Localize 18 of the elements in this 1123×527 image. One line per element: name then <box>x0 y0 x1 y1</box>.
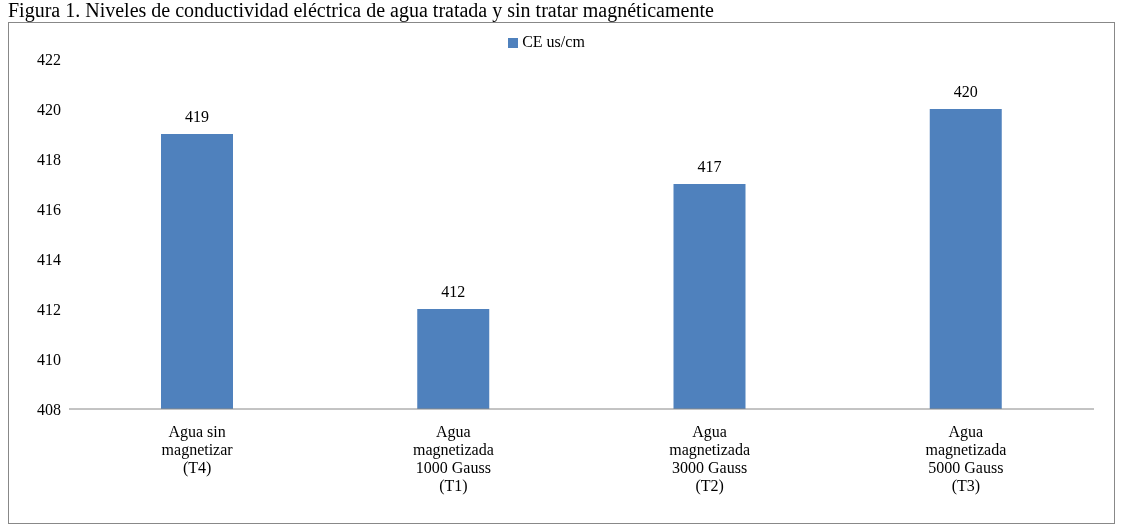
data-label: 412 <box>441 283 466 300</box>
x-tick-label: Agua sin magnetizar (T4) <box>161 423 234 477</box>
data-label: 419 <box>185 108 209 125</box>
data-label: 417 <box>697 158 722 175</box>
y-tick-label: 414 <box>37 250 61 268</box>
y-tick-label: 410 <box>37 350 61 368</box>
x-tick-label: Agua magnetizada 5000 Gauss (T3) <box>925 423 1007 495</box>
legend-label: CE us/cm <box>522 33 585 50</box>
y-tick-label: 418 <box>37 150 61 168</box>
y-tick-label: 416 <box>37 200 61 218</box>
y-tick-label: 412 <box>37 300 61 318</box>
x-tick-label: Agua magnetizada 1000 Gauss (T1) <box>412 423 494 495</box>
x-tick-label: Agua magnetizada 3000 Gauss (T2) <box>669 423 751 495</box>
y-tick-label: 408 <box>37 400 61 418</box>
chart-title: Figura 1. Niveles de conductividad eléctrica de agua tratada y sin tratar magnéticamente <box>8 0 715 22</box>
y-tick-label: 422 <box>37 50 61 68</box>
y-tick-label: 420 <box>37 100 61 118</box>
data-label: 420 <box>953 83 978 100</box>
